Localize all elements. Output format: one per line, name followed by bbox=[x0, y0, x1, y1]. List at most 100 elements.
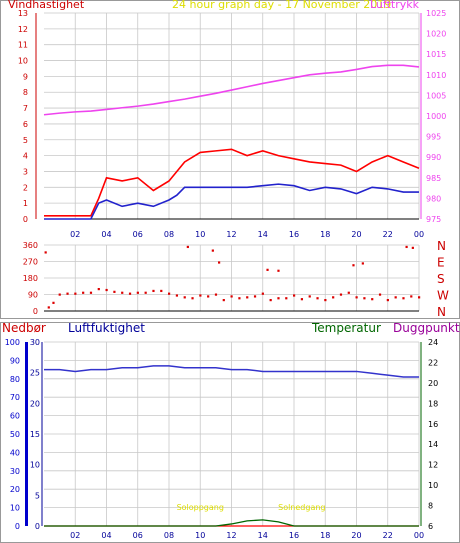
direction-point bbox=[82, 291, 85, 294]
wind-xtick-label: 08 bbox=[164, 230, 174, 239]
humidity-ytick-label: 15 bbox=[30, 430, 40, 439]
wind-xtick-label: 16 bbox=[289, 230, 299, 239]
direction-point bbox=[324, 299, 327, 302]
direction-point bbox=[355, 296, 358, 299]
direction-point bbox=[144, 291, 147, 294]
direction-point bbox=[191, 297, 194, 300]
rain-ytick-label: 10 bbox=[10, 504, 20, 513]
temp-ytick-label: 20 bbox=[428, 379, 438, 388]
direction-point bbox=[402, 297, 405, 300]
pressure-ytick-label: 1005 bbox=[426, 91, 446, 100]
direction-point bbox=[363, 297, 366, 300]
direction-point bbox=[246, 296, 249, 299]
hum-xtick-label: 18 bbox=[320, 531, 330, 540]
pressure-ytick-label: 1025 bbox=[426, 9, 446, 18]
humidity-ytick-label: 20 bbox=[30, 399, 40, 408]
wind-xtick-label: 18 bbox=[320, 230, 330, 239]
series-line-middelvind bbox=[44, 183, 419, 220]
chart-title: 24 hour graph day - 17 November 2019 bbox=[172, 0, 392, 11]
direction-point bbox=[230, 295, 233, 298]
direction-point bbox=[105, 288, 108, 292]
wind-ytick-label: 8 bbox=[23, 88, 28, 97]
direction-point bbox=[168, 292, 171, 295]
direction-point bbox=[411, 246, 414, 249]
wind-xtick-label: 14 bbox=[258, 230, 268, 239]
series-line-lufttrykk bbox=[43, 64, 420, 116]
rain-axis-bar bbox=[25, 342, 28, 526]
rain-ytick-label: 90 bbox=[10, 356, 20, 365]
direction-point bbox=[89, 291, 93, 294]
pressure-ytick-label: 975 bbox=[426, 215, 441, 224]
direction-point bbox=[410, 295, 413, 298]
wind-ytick-label: 7 bbox=[23, 104, 28, 113]
direction-point bbox=[394, 296, 397, 299]
series-line-temperatur bbox=[44, 519, 419, 527]
direction-point bbox=[66, 292, 69, 295]
dir-ytick-label: 270 bbox=[23, 258, 38, 267]
direction-point bbox=[211, 249, 214, 252]
hum-xtick-label: 14 bbox=[258, 531, 268, 540]
sunrise-label: Soloppgang bbox=[177, 503, 224, 512]
dir-compass-label: N bbox=[437, 239, 446, 253]
series-line-vindkast bbox=[44, 148, 420, 217]
direction-point bbox=[332, 296, 335, 299]
direction-point bbox=[183, 296, 186, 299]
wind-ytick-label: 10 bbox=[18, 57, 28, 66]
wind-xtick-label: 02 bbox=[70, 230, 80, 239]
dir-compass-label: N bbox=[437, 305, 446, 319]
pressure-ytick-label: 995 bbox=[426, 133, 441, 142]
wind-xtick-label: 20 bbox=[351, 230, 361, 239]
wind-ytick-label: 4 bbox=[23, 152, 28, 161]
hum-xtick-label: 22 bbox=[383, 531, 393, 540]
direction-point bbox=[136, 291, 139, 294]
wind-speed-title: Vindhastighet bbox=[8, 0, 85, 11]
pressure-ytick-label: 980 bbox=[426, 194, 441, 203]
temp-ytick-label: 14 bbox=[428, 440, 438, 449]
temp-ytick-label: 18 bbox=[428, 399, 438, 408]
pressure-ytick-label: 990 bbox=[426, 153, 441, 162]
humidity-ytick-label: 5 bbox=[35, 491, 40, 500]
direction-point bbox=[300, 298, 304, 301]
dir-ytick-label: 0 bbox=[33, 307, 38, 316]
wind-ytick-label: 12 bbox=[18, 25, 28, 34]
dewpoint-title: Duggpunkt bbox=[393, 321, 460, 335]
pressure-ytick-label: 1010 bbox=[426, 71, 446, 80]
dir-ytick-label: 360 bbox=[23, 241, 38, 250]
direction-point bbox=[261, 292, 264, 295]
direction-point bbox=[44, 251, 47, 254]
humidity-ytick-label: 0 bbox=[35, 522, 40, 531]
direction-point bbox=[74, 292, 77, 295]
direction-point bbox=[277, 269, 280, 272]
humidity-title: Luftfuktighet bbox=[68, 321, 145, 335]
rain-ytick-label: 30 bbox=[10, 467, 20, 476]
wind-ytick-label: 9 bbox=[23, 72, 28, 81]
direction-point bbox=[97, 288, 100, 291]
rain-ytick-label: 0 bbox=[15, 522, 20, 531]
wind-xtick-label: 04 bbox=[101, 230, 111, 239]
dir-ytick-label: 90 bbox=[28, 291, 38, 300]
wind-xtick-label: 12 bbox=[226, 230, 236, 239]
pressure-ytick-label: 985 bbox=[426, 174, 441, 183]
direction-point bbox=[207, 295, 210, 298]
wind-ytick-label: 13 bbox=[18, 9, 28, 18]
direction-point bbox=[253, 295, 257, 298]
direction-point bbox=[361, 262, 364, 265]
wind-ytick-label: 5 bbox=[23, 136, 28, 145]
pressure-ytick-label: 1000 bbox=[426, 112, 446, 121]
direction-point bbox=[152, 289, 155, 293]
hum-xtick-label: 16 bbox=[289, 531, 299, 540]
dir-compass-label: E bbox=[437, 256, 445, 270]
rain-ytick-label: 50 bbox=[10, 430, 20, 439]
temp-ytick-label: 6 bbox=[428, 522, 433, 531]
direction-point bbox=[352, 264, 355, 267]
wind-ytick-label: 0 bbox=[23, 215, 28, 224]
wind-ytick-label: 11 bbox=[18, 41, 28, 50]
direction-point bbox=[199, 294, 202, 297]
temp-ytick-label: 22 bbox=[428, 358, 438, 367]
temp-ytick-label: 16 bbox=[428, 420, 438, 429]
direction-point bbox=[266, 268, 269, 271]
sunset-label: Solnedgang bbox=[278, 503, 325, 512]
dir-compass-label: S bbox=[437, 272, 445, 286]
direction-point bbox=[339, 293, 343, 296]
hum-xtick-label: 10 bbox=[195, 531, 205, 540]
